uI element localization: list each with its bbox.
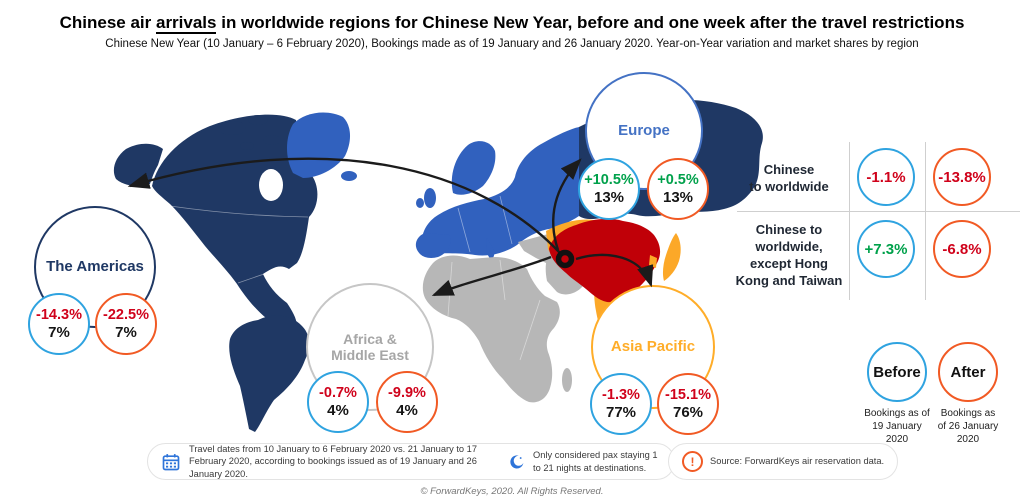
legend-after-label: After <box>950 363 986 381</box>
summary-except-hk-tw-before: +7.3% <box>857 220 915 278</box>
africa-after-change: -9.9% <box>388 384 426 401</box>
title-underlined-word: arrivals <box>155 13 217 34</box>
summary-worldwide-after: -13.8% <box>933 148 991 206</box>
europe-before-share: 13% <box>593 189 625 207</box>
badge-americas-after: -22.5% 7% <box>95 293 157 355</box>
summary-worldwide-before-value: -1.1% <box>866 168 906 186</box>
page-title: Chinese air arrivals in worldwide region… <box>0 13 1024 34</box>
asia-pacific-after-share: 76% <box>672 404 704 422</box>
header: Chinese air arrivals in worldwide region… <box>0 13 1024 50</box>
americas-after-share: 7% <box>115 324 137 342</box>
asia-pacific-before-share: 77% <box>605 404 637 422</box>
summary-worldwide-before: -1.1% <box>857 148 915 206</box>
summary-except-hk-tw-before-value: +7.3% <box>864 240 908 258</box>
moon-icon <box>510 454 524 468</box>
south-america-landmass <box>229 315 310 432</box>
legend-before-label: Before <box>873 363 921 381</box>
footnote-pill-travel-stay: Travel dates from 10 January to 6 Februa… <box>147 443 675 480</box>
summary-except-hk-tw-after: -6.8% <box>933 220 991 278</box>
asia-pacific-after-change: -15.1% <box>665 386 711 403</box>
page-subtitle: Chinese New Year (10 January – 6 Februar… <box>105 38 919 50</box>
region-label-europe: Europe <box>618 122 670 140</box>
greenland-iceland <box>287 112 357 181</box>
europe-before-change: +10.5% <box>584 171 634 188</box>
americas-before-change: -14.3% <box>36 306 82 323</box>
badge-africa-after: -9.9% 4% <box>376 371 438 433</box>
badge-europe-before: +10.5% 13% <box>578 158 640 220</box>
note-stay-length: Only considered pax staying 1 to 21 nigh… <box>533 449 658 473</box>
legend-before-caption: Bookings as of 19 January 2020 <box>864 408 930 445</box>
region-label-americas: The Americas <box>46 258 144 276</box>
legend-after-caption: Bookings as of 26 January 2020 <box>937 408 999 445</box>
europe-after-share: 13% <box>662 189 694 207</box>
summary-label-chinese-to-worldwide: Chinese to worldwide <box>749 162 829 194</box>
badge-africa-before: -0.7% 4% <box>307 371 369 433</box>
title-part2: in worldwide regions for Chinese New Yea… <box>221 13 965 32</box>
calendar-icon <box>162 453 180 470</box>
panel-divider-vertical-2 <box>925 142 926 300</box>
copyright-footer: © ForwardKeys, 2020. All Rights Reserved… <box>420 486 604 497</box>
americas-before-share: 7% <box>48 324 70 342</box>
africa-before-change: -0.7% <box>319 384 357 401</box>
legend-after-circle: After <box>938 342 998 402</box>
panel-divider-horizontal <box>737 211 1020 212</box>
summary-label-chinese-except-hk-tw: Chinese to worldwide, except Hong Kong a… <box>735 222 843 288</box>
footnote-pill-source: ! Source: ForwardKeys air reservation da… <box>668 443 899 480</box>
africa-before-share: 4% <box>327 402 349 420</box>
hudson-bay <box>259 169 283 201</box>
badge-europe-after: +0.5% 13% <box>647 158 709 220</box>
badge-americas-before: -14.3% 7% <box>28 293 90 355</box>
asia-pacific-before-change: -1.3% <box>602 386 640 403</box>
warning-icon: ! <box>682 451 703 472</box>
africa-after-share: 4% <box>396 402 418 420</box>
note-source: Source: ForwardKeys air reservation data… <box>710 456 885 467</box>
europe-after-change: +0.5% <box>657 171 699 188</box>
note-travel-dates: Travel dates from 10 January to 6 Februa… <box>189 443 478 479</box>
panel-divider-vertical-1 <box>849 142 850 300</box>
region-label-asia-pacific: Asia Pacific <box>610 338 696 356</box>
region-label-africa-middle-east: Africa & Middle East <box>331 330 409 363</box>
summary-except-hk-tw-after-value: -6.8% <box>942 240 982 258</box>
legend-before-circle: Before <box>867 342 927 402</box>
americas-after-change: -22.5% <box>103 306 149 323</box>
title-part1: Chinese air <box>59 13 152 32</box>
badge-asia-pacific-before: -1.3% 77% <box>590 373 652 435</box>
badge-asia-pacific-after: -15.1% 76% <box>657 373 719 435</box>
summary-worldwide-after-value: -13.8% <box>938 168 986 186</box>
